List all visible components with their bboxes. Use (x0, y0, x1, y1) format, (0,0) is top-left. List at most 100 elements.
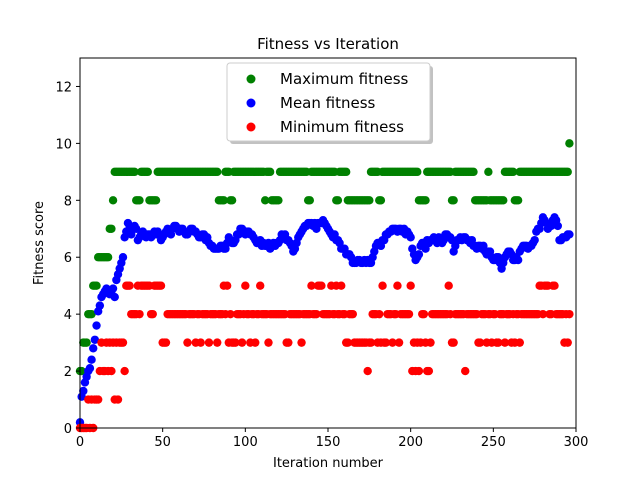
x-tick-label: 100 (233, 435, 258, 450)
point-maximum-fitness (103, 253, 113, 262)
point-minimum-fitness (183, 338, 192, 347)
x-axis-ticks: 0 50 100 150 200 250 300 (76, 428, 589, 450)
point-minimum-fitness (317, 281, 326, 290)
point-maximum-fitness (508, 167, 518, 177)
point-maximum-fitness (563, 167, 572, 177)
point-mean-fitness (118, 253, 128, 262)
point-minimum-fitness (414, 366, 424, 376)
point-maximum-fitness (135, 196, 144, 205)
scatter-points (75, 139, 574, 433)
legend-entries: Maximum fitness Mean fitness Minimum fitne… (246, 70, 409, 136)
point-maximum-fitness (413, 167, 422, 177)
point-mean-fitness (89, 344, 98, 353)
x-axis-label: Iteration number (273, 456, 384, 471)
point-maximum-fitness (365, 196, 374, 205)
point-minimum-fitness (388, 338, 397, 347)
point-minimum-fitness (231, 338, 240, 347)
point-maximum-fitness (143, 167, 152, 177)
point-minimum-fitness (148, 309, 157, 319)
point-minimum-fitness (125, 281, 134, 290)
point-minimum-fitness (449, 338, 458, 347)
point-minimum-fitness (500, 338, 510, 347)
point-maximum-fitness (469, 167, 478, 177)
point-minimum-fitness (226, 309, 235, 319)
y-tick-label: 2 (64, 365, 72, 380)
point-maximum-fitness (484, 167, 493, 177)
y-tick-label: 8 (64, 194, 72, 209)
point-minimum-fitness (426, 338, 435, 347)
point-maximum-fitness (565, 139, 574, 148)
x-tick-label: 150 (316, 435, 341, 450)
point-minimum-fitness (348, 309, 357, 319)
point-maximum-fitness (219, 196, 229, 205)
point-minimum-fitness (406, 281, 415, 290)
point-minimum-fitness (264, 338, 273, 347)
point-minimum-fitness (113, 395, 123, 404)
point-mean-fitness (108, 284, 118, 293)
point-mean-fitness (553, 221, 563, 231)
chart-title: Fitness vs Iteration (257, 35, 399, 53)
point-minimum-fitness (366, 338, 376, 347)
legend-marker-minimum-fitness (246, 122, 256, 132)
point-maximum-fitness (107, 224, 116, 233)
point-minimum-fitness (156, 281, 166, 290)
y-axis-ticks: 0 2 4 6 8 10 12 (55, 80, 80, 437)
legend-marker-mean-fitness (246, 98, 256, 108)
point-mean-fitness (406, 233, 415, 242)
point-maximum-fitness (513, 196, 523, 205)
point-maximum-fitness (130, 167, 139, 177)
point-minimum-fitness (565, 309, 574, 319)
point-minimum-fitness (494, 338, 503, 347)
y-tick-label: 10 (55, 137, 72, 152)
legend-marker-maximum-fitness (246, 74, 256, 84)
point-minimum-fitness (307, 281, 316, 290)
point-minimum-fitness (251, 338, 260, 347)
point-maximum-fitness (305, 196, 315, 205)
point-minimum-fitness (118, 338, 128, 347)
point-maximum-fitness (265, 167, 275, 177)
y-tick-label: 6 (64, 251, 72, 266)
point-minimum-fitness (135, 309, 144, 319)
point-minimum-fitness (375, 309, 384, 319)
point-minimum-fitness (404, 309, 414, 319)
x-tick-label: 0 (76, 435, 84, 450)
point-minimum-fitness (256, 281, 265, 290)
point-minimum-fitness (444, 281, 453, 290)
point-maximum-fitness (333, 196, 343, 205)
legend-label-maximum-fitness: Maximum fitness (280, 70, 409, 88)
point-maximum-fitness (92, 281, 101, 290)
point-minimum-fitness (461, 366, 470, 376)
point-minimum-fitness (297, 338, 306, 347)
point-mean-fitness (513, 255, 523, 265)
point-maximum-fitness (151, 196, 161, 205)
point-minimum-fitness (515, 338, 524, 347)
point-mean-fitness (132, 224, 141, 233)
point-maximum-fitness (227, 196, 237, 205)
plot-frame (79, 57, 577, 429)
point-minimum-fitness (312, 309, 321, 319)
point-maximum-fitness (274, 196, 283, 205)
point-maximum-fitness (87, 309, 96, 319)
point-maximum-fitness (260, 196, 270, 205)
point-minimum-fitness (563, 338, 572, 347)
point-minimum-fitness (343, 338, 353, 347)
point-minimum-fitness (222, 281, 232, 290)
point-minimum-fitness (284, 338, 293, 347)
x-tick-label: 250 (481, 435, 506, 450)
point-mean-fitness (414, 250, 424, 259)
point-mean-fitness (85, 364, 95, 373)
point-mean-fitness (90, 335, 100, 344)
y-tick-label: 12 (55, 80, 72, 95)
point-mean-fitness (95, 301, 105, 310)
point-minimum-fitness (241, 281, 250, 290)
point-maximum-fitness (341, 167, 351, 177)
point-minimum-fitness (363, 366, 372, 376)
x-tick-label: 200 (398, 435, 423, 450)
point-minimum-fitness (120, 366, 129, 376)
point-minimum-fitness (237, 338, 247, 347)
point-mean-fitness (92, 321, 101, 330)
x-tick-label: 300 (564, 435, 589, 450)
point-minimum-fitness (538, 309, 548, 319)
point-minimum-fitness (424, 366, 434, 376)
legend: Maximum fitness Mean fitness Minimum fitne… (226, 62, 433, 144)
